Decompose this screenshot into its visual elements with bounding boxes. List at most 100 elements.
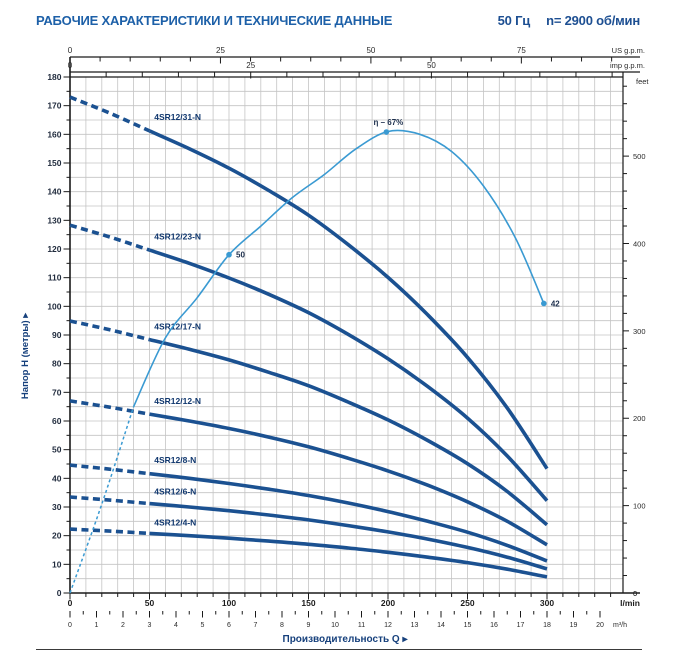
pump-curve-4SR12/6-N: 4SR12/6-N <box>69 487 548 571</box>
axes: 0 25 50 75 US g.p.m.0 25 50 imp g.p.m.feet01002… <box>20 46 649 645</box>
efficiency-marker-label: 42 <box>551 299 560 308</box>
page-title: РАБОЧИЕ ХАРАКТЕРИСТИКИ И ТЕХНИЧЕСКИЕ ДАН… <box>36 13 393 28</box>
tick-label: 0 <box>68 46 73 55</box>
frequency-label: 50 Гц <box>497 13 531 28</box>
tick-label: 3 <box>148 622 152 629</box>
tick-label: 150 <box>301 598 315 608</box>
axis-unit-label: US g.p.m. <box>612 46 645 55</box>
tick-label: 100 <box>222 598 236 608</box>
footer-rule <box>36 649 642 650</box>
tick-label: 14 <box>437 622 445 629</box>
tick-label: 200 <box>633 414 646 423</box>
curve-label: 4SR12/8-N <box>154 455 196 465</box>
tick-label: 2 <box>121 622 125 629</box>
tick-label: 10 <box>52 559 62 569</box>
efficiency-marker-label: 50 <box>236 251 245 260</box>
axis-unit-label: feet <box>636 77 649 86</box>
tick-label: 13 <box>411 622 419 629</box>
tick-label: 500 <box>633 152 646 161</box>
tick-label: 0 <box>68 598 73 608</box>
efficiency-marker-dot <box>383 129 390 135</box>
tick-label: 120 <box>47 244 61 254</box>
tick-label: 200 <box>381 598 395 608</box>
tick-label: 0 <box>633 589 637 598</box>
tick-label: 0 <box>57 588 62 598</box>
tick-label: 60 <box>52 416 62 426</box>
header-frequency-speed: 50 Гц n= 2900 об/мин <box>482 13 641 28</box>
tick-label: 180 <box>47 72 61 82</box>
tick-label: 16 <box>490 622 498 629</box>
curve-label: 4SR12/4-N <box>154 518 196 528</box>
axis-unit-label: m³/h <box>613 622 627 629</box>
axis-unit-label: imp g.p.m. <box>610 61 645 70</box>
tick-label: 0 <box>68 61 73 70</box>
curve-label: 4SR12/31-N <box>154 112 201 122</box>
tick-label: 25 <box>246 61 255 70</box>
pump-curve-4SR12/4-N: 4SR12/4-N <box>69 518 548 579</box>
tick-label: 12 <box>384 622 392 629</box>
pump-curve-4SR12/12-N: 4SR12/12-N <box>69 396 548 547</box>
tick-label: 1 <box>95 622 99 629</box>
pump-curve-4SR12/8-N: 4SR12/8-N <box>69 455 548 563</box>
tick-label: 8 <box>280 622 284 629</box>
speed-label: n= 2900 об/мин <box>546 13 640 28</box>
curve-label: 4SR12/17-N <box>154 321 201 331</box>
tick-label: 160 <box>47 129 61 139</box>
tick-label: 170 <box>47 101 61 111</box>
tick-label: 11 <box>358 622 365 629</box>
x-axis-title: Производительность Q ▸ <box>283 634 409 645</box>
pump-curve-4SR12/23-N: 4SR12/23-N <box>69 223 549 502</box>
tick-label: 0 <box>633 589 637 598</box>
y-axis-title: Напор H (метры) ▸ <box>20 312 31 399</box>
efficiency-marker-label: η – 67% <box>374 118 404 127</box>
tick-label: 75 <box>517 46 526 55</box>
tick-label: 100 <box>47 301 61 311</box>
tick-label: 30 <box>52 502 62 512</box>
curve-label: 4SR12/23-N <box>154 232 201 242</box>
grid <box>70 77 623 593</box>
tick-label: 50 <box>52 445 62 455</box>
tick-label: 5 <box>201 622 205 629</box>
pump-curves: 4SR12/31-N 4SR12/23-N 4SR12/17-N 4SR12/12-N… <box>69 95 549 579</box>
tick-label: 50 <box>145 598 155 608</box>
tick-label: 20 <box>596 622 604 629</box>
tick-label: 19 <box>570 622 578 629</box>
tick-label: 300 <box>633 327 646 336</box>
tick-label: 17 <box>517 622 525 629</box>
tick-label: 80 <box>52 359 62 369</box>
axis-unit-label: l/min <box>620 598 640 608</box>
efficiency-curve: 50 η – 67% 42 <box>69 118 560 594</box>
pump-curve-4SR12/31-N: 4SR12/31-N <box>69 95 549 470</box>
tick-label: 20 <box>52 531 62 541</box>
tick-label: 10 <box>331 622 339 629</box>
tick-label: 140 <box>47 187 61 197</box>
tick-label: 18 <box>543 622 551 629</box>
tick-label: 15 <box>464 622 472 629</box>
tick-label: 9 <box>307 622 311 629</box>
tick-label: 6 <box>227 622 231 629</box>
tick-label: 150 <box>47 158 61 168</box>
curve-label: 4SR12/6-N <box>154 487 196 497</box>
tick-label: 90 <box>52 330 62 340</box>
tick-label: 70 <box>52 387 62 397</box>
tick-label: 100 <box>633 502 646 511</box>
efficiency-marker-dot <box>541 300 547 307</box>
tick-label: 110 <box>48 273 62 283</box>
curve-label: 4SR12/12-N <box>154 396 201 406</box>
efficiency-marker-dot <box>226 251 232 258</box>
tick-label: 250 <box>460 598 474 608</box>
tick-label: 50 <box>427 61 436 70</box>
pump-curve-4SR12/17-N: 4SR12/17-N <box>69 319 549 527</box>
tick-label: 300 <box>540 598 554 608</box>
tick-label: 7 <box>254 622 258 629</box>
tick-label: 130 <box>47 215 61 225</box>
tick-label: 4 <box>174 622 178 629</box>
tick-label: 0 <box>68 622 72 629</box>
tick-label: 25 <box>216 46 225 55</box>
tick-label: 400 <box>633 239 646 248</box>
tick-label: 40 <box>52 473 62 483</box>
tick-label: 50 <box>366 46 375 55</box>
